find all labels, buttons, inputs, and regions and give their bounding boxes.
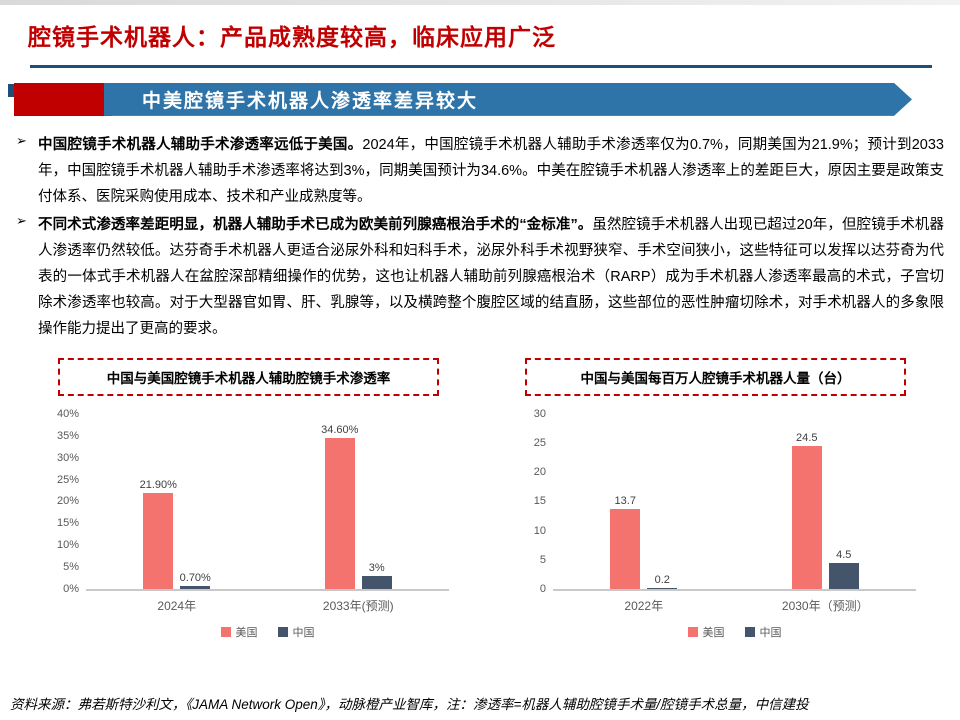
- source-note: 资料来源：弗若斯特沙利文，《JAMA Network Open》，动脉橙产业智库…: [10, 697, 809, 712]
- chart-title: 中国与美国每百万人腔镜手术机器人量（台）: [525, 357, 906, 396]
- banner-red-accent: [14, 82, 112, 116]
- bar-wrap: 24.5: [791, 414, 823, 589]
- x-axis-labels: 2022年 2030年（预测）: [553, 597, 916, 614]
- bar-value-label: 21.90%: [139, 479, 177, 492]
- x-category-label: 2030年（预测）: [781, 598, 869, 613]
- bullet-item: ➢ 不同术式渗透率差距明显，机器人辅助手术已成为欧美前列腺癌根治手术的“金标准”…: [16, 212, 944, 342]
- bullet-bold-lead: 中国腔镜手术机器人辅助手术渗透率远低于美国。: [38, 136, 363, 153]
- bar-wrap: 0.70%: [179, 414, 211, 589]
- bar-value-label: 34.60%: [321, 423, 359, 436]
- bar: [791, 445, 822, 589]
- y-tick-label: 10: [533, 524, 546, 537]
- bar: [828, 562, 859, 589]
- y-tick-label: 20: [533, 466, 546, 479]
- charts-row: 中国与美国腔镜手术机器人辅助腔镜手术渗透率 0% 5% 10% 15% 20% 25% 30…: [0, 344, 960, 640]
- y-tick-label: 30%: [56, 451, 79, 464]
- y-tick-label: 0%: [63, 582, 79, 595]
- bar-value-label: 3%: [368, 561, 385, 574]
- bar-group: 13.7 0.2: [609, 414, 678, 589]
- y-tick-label: 5%: [63, 561, 79, 574]
- legend-label: 中国: [759, 626, 782, 639]
- x-axis-labels: 2024年 2033年(预测): [86, 597, 449, 614]
- bullet-arrow-icon: ➢: [16, 132, 27, 148]
- bullet-item: ➢ 中国腔镜手术机器人辅助手术渗透率远低于美国。2024年，中国腔镜手术机器人辅…: [16, 132, 944, 210]
- bar-wrap: 3%: [361, 414, 393, 589]
- y-tick-label: 25: [533, 437, 546, 450]
- page-title: 腔镜手术机器人：产品成熟度较高，临床应用广泛: [28, 24, 556, 50]
- y-axis: 0 5 10 15 20 25 30: [515, 408, 553, 595]
- bar: [647, 587, 678, 589]
- y-tick-label: 30: [533, 407, 546, 420]
- bar: [180, 585, 211, 589]
- legend-swatch: [687, 626, 698, 637]
- legend-item: 中国: [744, 624, 782, 640]
- chart-robots-per-million: 中国与美国每百万人腔镜手术机器人量（台） 0 5 10 15 20 25 30 13.7 0.…: [511, 357, 920, 640]
- bar: [610, 508, 641, 589]
- legend: 美国 中国: [553, 624, 916, 640]
- plot-area: 21.90% 0.70% 34.60% 3%: [86, 414, 449, 591]
- bullet-bold-lead: 不同术式渗透率差距明显，机器人辅助手术已成为欧美前列腺癌根治手术的“金标准”。: [38, 216, 593, 233]
- bar-wrap: 13.7: [609, 414, 641, 589]
- section-banner: 中美腔镜手术机器人渗透率差异较大: [14, 82, 912, 116]
- bar-wrap: 21.90%: [139, 414, 177, 589]
- bar: [361, 575, 392, 589]
- bar-value-label: 4.5: [836, 548, 852, 561]
- bullet-body: 2024年，中国腔镜手术机器人辅助手术渗透率仅为0.7%，同期美国为21.9%；…: [38, 136, 944, 205]
- y-tick-label: 35%: [56, 429, 79, 442]
- chart-penetration-rate: 中国与美国腔镜手术机器人辅助腔镜手术渗透率 0% 5% 10% 15% 20% 25% 30…: [44, 357, 453, 640]
- y-tick-label: 0: [539, 582, 546, 595]
- legend-item: 中国: [277, 624, 315, 640]
- bar-group: 21.90% 0.70%: [139, 414, 211, 589]
- legend-label: 中国: [292, 626, 315, 639]
- banner-title: 中美腔镜手术机器人渗透率差异较大: [142, 90, 479, 112]
- plot-column: 21.90% 0.70% 34.60% 3% 2024年 2033年(预测) 美国 中国: [86, 414, 449, 640]
- bullet-text: 中国腔镜手术机器人辅助手术渗透率远低于美国。2024年，中国腔镜手术机器人辅助手…: [38, 132, 944, 210]
- y-tick-label: 15: [533, 495, 546, 508]
- x-category-label: 2022年: [624, 598, 664, 613]
- y-tick-label: 40%: [56, 407, 79, 420]
- bar-group: 34.60% 3%: [321, 414, 393, 589]
- y-tick-label: 25%: [56, 473, 79, 486]
- bar-value-label: 13.7: [614, 494, 636, 507]
- legend-label: 美国: [702, 626, 725, 639]
- banner-arrow: 中美腔镜手术机器人渗透率差异较大: [104, 83, 912, 116]
- bar: [324, 437, 355, 589]
- bullet-body: 虽然腔镜手术机器人出现已超过20年，但腔镜手术机器人渗透率仍然较低。达芬奇手术机…: [38, 216, 944, 337]
- chart-body: 0 5 10 15 20 25 30 13.7 0.2 24.5 4.5 2022年 2030年（预…: [511, 408, 920, 640]
- plot-area: 13.7 0.2 24.5 4.5: [553, 414, 916, 591]
- bar-wrap: 34.60%: [321, 414, 359, 589]
- bullet-arrow-icon: ➢: [16, 212, 27, 228]
- chart-body: 0% 5% 10% 15% 20% 25% 30% 35% 40% 21.90% 0.70% 34.…: [44, 408, 453, 640]
- bar: [143, 493, 174, 589]
- legend-item: 美国: [687, 624, 725, 640]
- y-tick-label: 10%: [56, 539, 79, 552]
- legend-swatch: [220, 626, 231, 637]
- header: 腔镜手术机器人：产品成熟度较高，临床应用广泛: [0, 5, 960, 53]
- legend-swatch: [277, 626, 288, 637]
- y-tick-label: 15%: [56, 517, 79, 530]
- title-divider: [30, 64, 932, 68]
- bar-group: 24.5 4.5: [791, 414, 860, 589]
- bar-wrap: 0.2: [646, 414, 678, 589]
- top-strip: [0, 0, 960, 5]
- x-category-label: 2033年(预测): [322, 598, 394, 613]
- chart-title: 中国与美国腔镜手术机器人辅助腔镜手术渗透率: [58, 357, 439, 396]
- bullet-list: ➢ 中国腔镜手术机器人辅助手术渗透率远低于美国。2024年，中国腔镜手术机器人辅…: [16, 132, 944, 342]
- y-axis: 0% 5% 10% 15% 20% 25% 30% 35% 40%: [48, 408, 86, 595]
- x-category-label: 2024年: [157, 598, 197, 613]
- bar-wrap: 4.5: [828, 414, 860, 589]
- legend-swatch: [744, 626, 755, 637]
- bar-value-label: 0.2: [654, 573, 670, 586]
- legend: 美国 中国: [86, 624, 449, 640]
- bar-value-label: 0.70%: [179, 571, 211, 584]
- y-tick-label: 20%: [56, 495, 79, 508]
- bar-value-label: 24.5: [796, 431, 818, 444]
- bullet-text: 不同术式渗透率差距明显，机器人辅助手术已成为欧美前列腺癌根治手术的“金标准”。虽…: [38, 212, 944, 342]
- plot-column: 13.7 0.2 24.5 4.5 2022年 2030年（预测） 美国 中国: [553, 414, 916, 640]
- legend-label: 美国: [235, 626, 258, 639]
- legend-item: 美国: [220, 624, 258, 640]
- y-tick-label: 5: [539, 553, 546, 566]
